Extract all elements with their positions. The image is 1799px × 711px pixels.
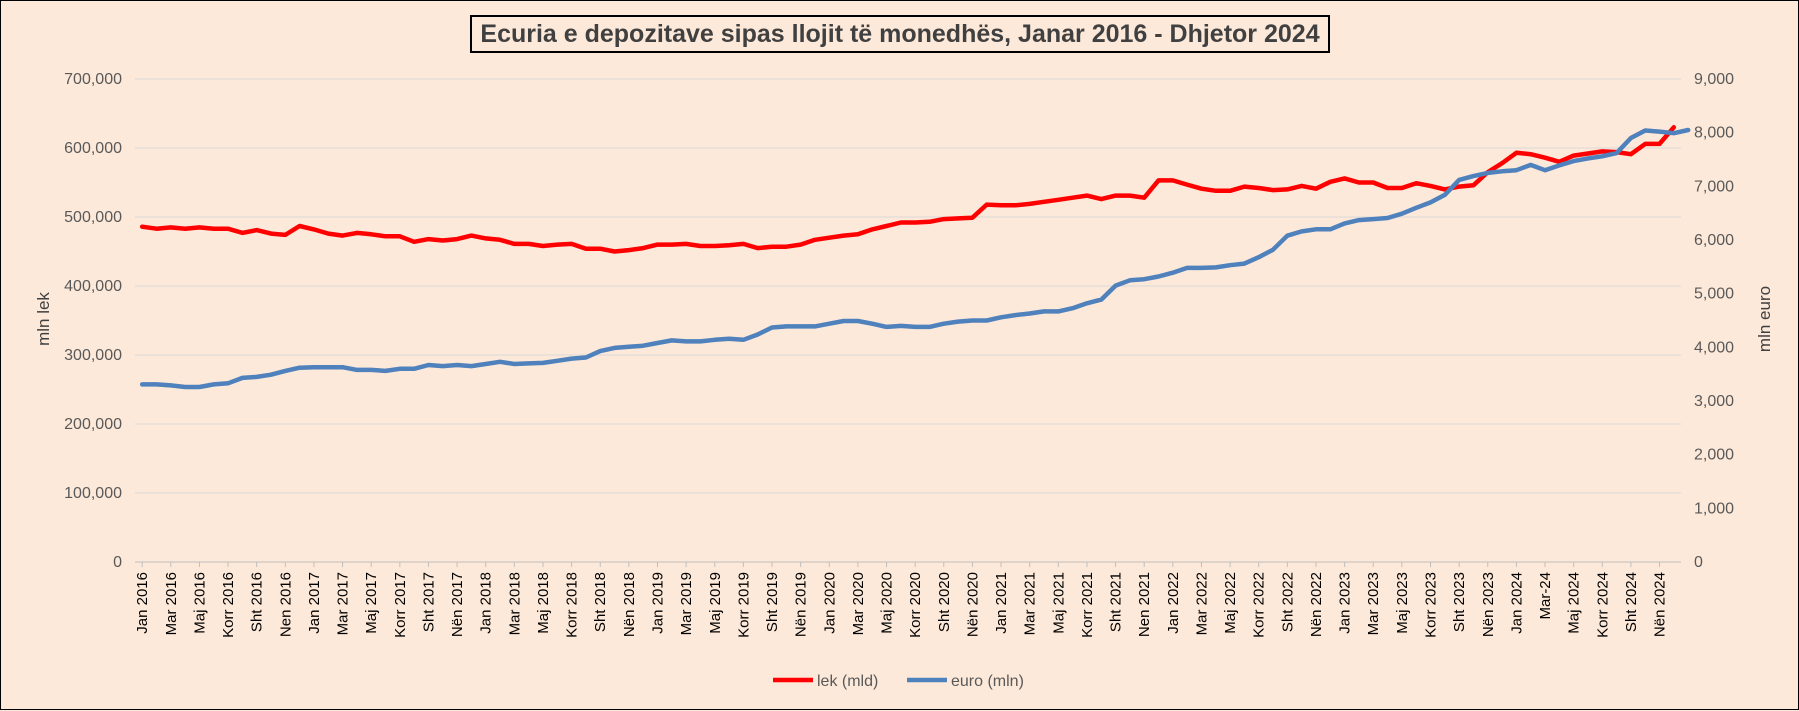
y2-tick-label: 4,000 [1694, 339, 1734, 356]
x-axis: Jan 2016 Mar 2016 Maj 2016 Korr 2016 Sht 201… [134, 562, 1669, 638]
x-tick-label: Mar 2019 [678, 572, 695, 635]
x-tick-label: Jan 2016 [134, 572, 151, 634]
x-tick-label: Nën 2017 [449, 572, 466, 637]
x-tick-label: Nën 2024 [1652, 572, 1669, 637]
x-tick-label: Maj 2022 [1222, 572, 1239, 634]
x-tick-label: Mar-24 [1537, 572, 1554, 620]
x-tick-label: Sht 2017 [420, 572, 437, 632]
x-tick-label: Mar 2016 [163, 572, 180, 635]
y-tick-label: 700,000 [64, 71, 122, 88]
y-tick-label: 600,000 [64, 140, 122, 157]
y2-tick-label: 2,000 [1694, 447, 1734, 464]
x-tick-label: Korr 2024 [1594, 572, 1611, 638]
x-tick-label: Maj 2019 [707, 572, 724, 634]
x-tick-label: Mar 2022 [1193, 572, 1210, 635]
x-tick-label: Maj 2024 [1566, 572, 1583, 634]
y2-tick-label: 7,000 [1694, 178, 1734, 195]
x-tick-label: Korr 2022 [1251, 572, 1268, 638]
legend-label: lek (mld) [817, 673, 878, 690]
x-tick-label: Maj 2017 [363, 572, 380, 634]
x-tick-label: Sht 2024 [1623, 572, 1640, 632]
series-line-euro [139, 127, 1691, 390]
y-axis-right: 0 1,000 2,000 3,000 4,000 5,000 6,000 7,000 8,00… [1694, 71, 1734, 571]
x-tick-label: Sht 2020 [936, 572, 953, 632]
x-tick-label: Mar 2017 [335, 572, 352, 635]
y-tick-label: 300,000 [64, 347, 122, 364]
x-tick-label: Korr 2017 [392, 572, 409, 638]
x-tick-label: Mar 2021 [1022, 572, 1039, 635]
y-tick-label: 400,000 [64, 278, 122, 295]
x-tick-label: Maj 2020 [879, 572, 896, 634]
x-tick-label: Jan 2024 [1508, 572, 1525, 634]
x-tick-label: Nën 2022 [1308, 572, 1325, 637]
x-tick-label: Sht 2019 [764, 572, 781, 632]
x-tick-label: Maj 2016 [191, 572, 208, 634]
x-tick-label: Korr 2016 [220, 572, 237, 638]
y-tick-label: 0 [113, 554, 122, 571]
x-tick-label: Jan 2020 [821, 572, 838, 634]
y-tick-label: 500,000 [64, 209, 122, 226]
y2-tick-label: 6,000 [1694, 232, 1734, 249]
x-tick-label: Korr 2019 [735, 572, 752, 638]
x-tick-label: Sht 2022 [1279, 572, 1296, 632]
x-tick-label: Nën 2023 [1480, 572, 1497, 637]
x-tick-label: Jan 2018 [478, 572, 495, 634]
x-tick-label: Nen 2021 [1136, 572, 1153, 637]
y-axis-left: 0 100,000 200,000 300,000 400,000 500,000 600,… [64, 71, 122, 571]
x-tick-label: Sht 2023 [1451, 572, 1468, 632]
x-tick-label: Sht 2021 [1108, 572, 1125, 632]
y2-tick-label: 9,000 [1694, 71, 1734, 88]
x-tick-label: Jan 2017 [306, 572, 323, 634]
y2-axis-label: mln euro [1755, 286, 1774, 352]
chart-title: Ecuria e depozitave sipas llojit të mone… [470, 15, 1330, 53]
legend-label: euro (mln) [951, 673, 1024, 690]
x-tick-label: Maj 2021 [1050, 572, 1067, 634]
x-tick-label: Maj 2023 [1394, 572, 1411, 634]
x-tick-label: Maj 2018 [535, 572, 552, 634]
x-tick-label: Nën 2020 [964, 572, 981, 637]
series-lines [139, 125, 1691, 390]
x-tick-label: Jan 2023 [1337, 572, 1354, 634]
x-tick-label: Nën 2018 [621, 572, 638, 637]
x-tick-label: Sht 2018 [592, 572, 609, 632]
x-tick-label: Nën 2019 [793, 572, 810, 637]
y2-tick-label: 0 [1694, 554, 1703, 571]
x-tick-label: Nen 2016 [277, 572, 294, 637]
x-tick-label: Jan 2022 [1165, 572, 1182, 634]
x-tick-label: Jan 2021 [993, 572, 1010, 634]
x-tick-label: Korr 2023 [1422, 572, 1439, 638]
x-tick-label: Mar 2018 [506, 572, 523, 635]
x-tick-label: Korr 2021 [1079, 572, 1096, 638]
y2-tick-label: 3,000 [1694, 393, 1734, 410]
x-tick-label: Mar 2020 [850, 572, 867, 635]
gridlines [135, 78, 1681, 563]
y2-tick-label: 5,000 [1694, 286, 1734, 303]
x-tick-label: Korr 2020 [907, 572, 924, 638]
legend: lek (mld) euro (mln) [773, 673, 1024, 690]
series-line-lek [139, 125, 1677, 254]
y2-tick-label: 1,000 [1694, 500, 1734, 517]
y-axis-label: mln lek [34, 292, 53, 346]
y-tick-label: 200,000 [64, 416, 122, 433]
x-tick-label: Mar 2023 [1365, 572, 1382, 635]
x-tick-label: Sht 2016 [249, 572, 266, 632]
x-tick-label: Korr 2018 [564, 572, 581, 638]
y2-tick-label: 8,000 [1694, 125, 1734, 142]
x-tick-label: Jan 2019 [649, 572, 666, 634]
y-tick-label: 100,000 [64, 485, 122, 502]
